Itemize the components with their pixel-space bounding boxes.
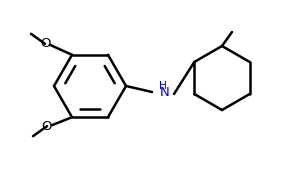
Text: O: O xyxy=(40,37,50,50)
Text: O: O xyxy=(42,120,52,133)
Text: N: N xyxy=(160,86,170,99)
Text: H: H xyxy=(159,81,167,91)
